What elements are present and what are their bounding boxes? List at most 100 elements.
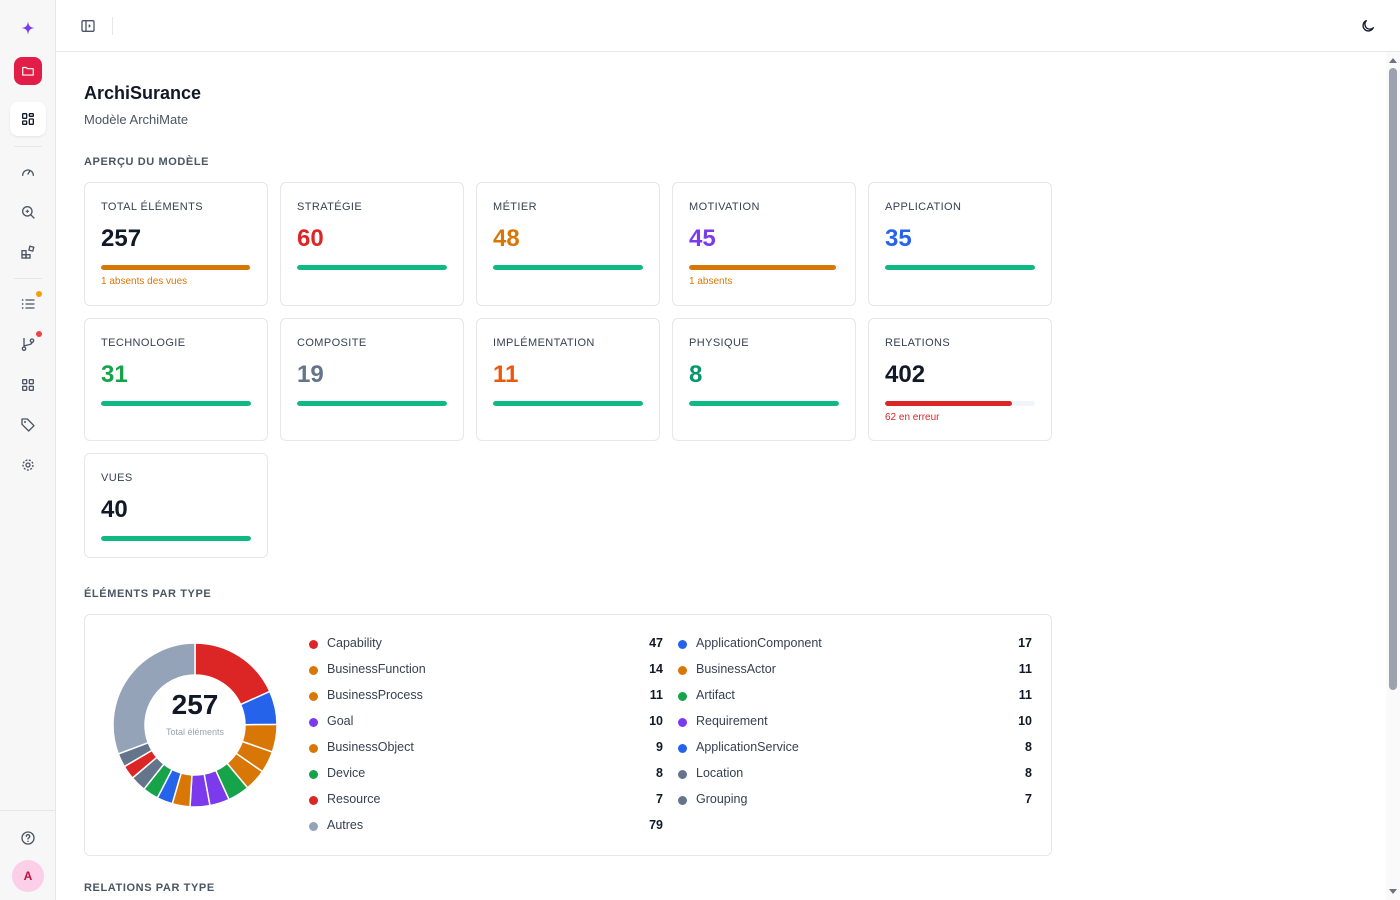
stat-card[interactable]: MOTIVATION 45 1 absents: [672, 182, 856, 306]
toolbar-divider: [112, 17, 113, 35]
legend-item: ApplicationComponent 17: [678, 635, 1032, 653]
stat-card-progress-bar: [885, 265, 1035, 270]
legend-value: 10: [649, 714, 663, 728]
vertical-scrollbar[interactable]: [1386, 52, 1400, 900]
moon-icon[interactable]: [1358, 16, 1378, 36]
stat-card[interactable]: RELATIONS 402 62 en erreur: [868, 318, 1052, 441]
legend-value: 8: [1025, 766, 1032, 780]
scrollbar-thumb[interactable]: [1389, 68, 1397, 690]
folder-icon[interactable]: [14, 57, 42, 85]
legend-label: Autres: [327, 818, 364, 832]
donut-total: 257: [171, 689, 219, 720]
legend-color-dot: [309, 666, 318, 675]
branch-badge-dot: [36, 331, 42, 337]
legend-value: 47: [649, 636, 663, 650]
gauge-icon[interactable]: [10, 155, 46, 189]
legend-label: Location: [696, 766, 744, 780]
stat-card-value: 402: [885, 361, 926, 388]
stat-card[interactable]: TECHNOLOGIE 31: [84, 318, 268, 441]
branch-icon[interactable]: [10, 327, 46, 361]
overview-section-title: APERÇU DU MODÈLE: [84, 156, 210, 168]
legend-color-dot: [309, 822, 318, 831]
scroll-up-icon[interactable]: [1389, 58, 1397, 63]
legend-item: Grouping 7: [678, 791, 1032, 809]
rail-divider: [14, 278, 42, 279]
scroll-down-icon[interactable]: [1389, 889, 1397, 894]
legend-color-dot: [309, 770, 318, 779]
legend-label: BusinessObject: [327, 740, 414, 754]
help-icon[interactable]: [10, 821, 46, 855]
legend-label: Capability: [327, 636, 382, 650]
legend-color-dot: [309, 692, 318, 701]
blocks-icon[interactable]: [10, 235, 46, 269]
legend-value: 14: [649, 662, 663, 676]
stat-card[interactable]: TOTAL ÉLÉMENTS 257 1 absents des vues: [84, 182, 268, 306]
legend-value: 79: [649, 818, 663, 832]
search-zoom-icon[interactable]: [10, 195, 46, 229]
legend-item: Location 8: [678, 765, 1032, 783]
legend-label: ApplicationComponent: [696, 636, 822, 650]
legend-item: Artifact 11: [678, 687, 1032, 705]
legend-label: Artifact: [696, 688, 735, 702]
tag-icon[interactable]: [10, 408, 46, 442]
stat-card-label: TOTAL ÉLÉMENTS: [101, 201, 203, 213]
stat-card-label: MOTIVATION: [689, 201, 760, 213]
legend-color-dot: [678, 770, 687, 779]
legend-color-dot: [309, 744, 318, 753]
legend-item: BusinessProcess 11: [309, 687, 663, 705]
stat-card[interactable]: IMPLÉMENTATION 11: [476, 318, 660, 441]
stat-card[interactable]: MÉTIER 48: [476, 182, 660, 306]
legend-item: Resource 7: [309, 791, 663, 809]
legend-color-dot: [309, 718, 318, 727]
legend-label: BusinessProcess: [327, 688, 423, 702]
stat-card[interactable]: VUES 40: [84, 453, 268, 558]
stat-card-progress-bar: [493, 401, 643, 406]
grid-icon[interactable]: [10, 368, 46, 402]
stat-card-label: COMPOSITE: [297, 337, 367, 349]
top-bar: [56, 0, 1400, 52]
stat-card-label: STRATÉGIE: [297, 201, 363, 213]
page-title: ArchiSurance: [84, 83, 202, 103]
relations-by-type-title: RELATIONS PAR TYPE: [84, 882, 215, 894]
stat-card[interactable]: COMPOSITE 19: [280, 318, 464, 441]
legend-value: 7: [656, 792, 663, 806]
stat-card[interactable]: PHYSIQUE 8: [672, 318, 856, 441]
legend-color-dot: [678, 640, 687, 649]
sidebar-toggle-icon[interactable]: [78, 16, 98, 36]
stat-card-note: 62 en erreur: [885, 412, 940, 423]
stat-card-value: 8: [689, 361, 703, 388]
stat-card-progress-bar: [101, 401, 251, 406]
legend-item: BusinessActor 11: [678, 661, 1032, 679]
stat-card-label: PHYSIQUE: [689, 337, 750, 349]
progress-fill: [689, 265, 836, 270]
list-icon[interactable]: [10, 287, 46, 321]
stat-card-label: IMPLÉMENTATION: [493, 337, 595, 349]
avatar[interactable]: A: [12, 860, 44, 892]
legend-value: 11: [1018, 662, 1032, 676]
legend-item: Capability 47: [309, 635, 663, 653]
stat-card-progress-bar: [101, 536, 251, 541]
stat-card-progress-bar: [297, 265, 447, 270]
sparkle-icon[interactable]: [10, 11, 46, 45]
stat-card[interactable]: STRATÉGIE 60: [280, 182, 464, 306]
legend-item: ApplicationService 8: [678, 739, 1032, 757]
legend-label: BusinessFunction: [327, 662, 426, 676]
stat-card-label: MÉTIER: [493, 201, 537, 213]
donut-slice-autres[interactable]: [113, 643, 196, 755]
stat-card-progress-bar: [885, 401, 1035, 406]
legend-item: BusinessFunction 14: [309, 661, 663, 679]
legend-label: Goal: [327, 714, 354, 728]
gear-icon[interactable]: [10, 448, 46, 482]
legend-value: 7: [1025, 792, 1032, 806]
legend-value: 8: [656, 766, 663, 780]
progress-fill: [101, 536, 251, 541]
stat-card-value: 257: [101, 225, 142, 252]
stat-card-progress-bar: [493, 265, 643, 270]
stat-card[interactable]: APPLICATION 35: [868, 182, 1052, 306]
legend-color-dot: [678, 666, 687, 675]
legend-color-dot: [678, 718, 687, 727]
progress-fill: [297, 265, 447, 270]
dashboard-icon[interactable]: [10, 102, 46, 136]
stat-card-label: TECHNOLOGIE: [101, 337, 186, 349]
